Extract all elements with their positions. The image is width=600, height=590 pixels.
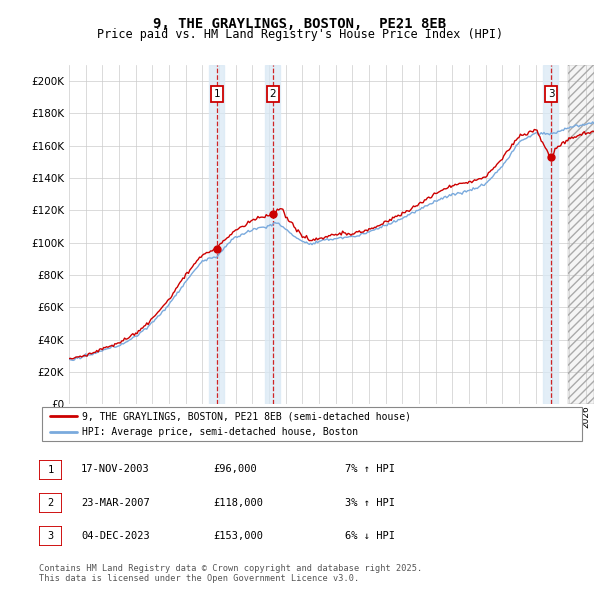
- Text: £96,000: £96,000: [213, 464, 257, 474]
- Text: 3: 3: [548, 88, 554, 99]
- Text: 7% ↑ HPI: 7% ↑ HPI: [345, 464, 395, 474]
- Bar: [568, 65, 594, 404]
- Text: 04-DEC-2023: 04-DEC-2023: [81, 531, 150, 540]
- Text: Price paid vs. HM Land Registry's House Price Index (HPI): Price paid vs. HM Land Registry's House …: [97, 28, 503, 41]
- FancyBboxPatch shape: [39, 460, 62, 480]
- Text: HPI: Average price, semi-detached house, Boston: HPI: Average price, semi-detached house,…: [83, 427, 359, 437]
- Text: 1: 1: [214, 88, 220, 99]
- Text: 9, THE GRAYLINGS, BOSTON, PE21 8EB (semi-detached house): 9, THE GRAYLINGS, BOSTON, PE21 8EB (semi…: [83, 411, 412, 421]
- Text: 23-MAR-2007: 23-MAR-2007: [81, 498, 150, 507]
- Text: 1: 1: [47, 465, 53, 474]
- Text: 6% ↓ HPI: 6% ↓ HPI: [345, 531, 395, 540]
- Text: 3: 3: [47, 532, 53, 541]
- Bar: [568, 65, 594, 404]
- Text: 3% ↑ HPI: 3% ↑ HPI: [345, 498, 395, 507]
- Bar: [265, 65, 280, 404]
- Bar: [544, 65, 559, 404]
- Text: 2: 2: [47, 499, 53, 508]
- FancyBboxPatch shape: [42, 407, 582, 441]
- Text: 2: 2: [269, 88, 276, 99]
- FancyBboxPatch shape: [39, 526, 62, 546]
- Text: £153,000: £153,000: [213, 531, 263, 540]
- Text: £118,000: £118,000: [213, 498, 263, 507]
- Text: Contains HM Land Registry data © Crown copyright and database right 2025.
This d: Contains HM Land Registry data © Crown c…: [39, 563, 422, 583]
- Text: 17-NOV-2003: 17-NOV-2003: [81, 464, 150, 474]
- FancyBboxPatch shape: [39, 493, 62, 513]
- Bar: [209, 65, 224, 404]
- Text: 9, THE GRAYLINGS, BOSTON,  PE21 8EB: 9, THE GRAYLINGS, BOSTON, PE21 8EB: [154, 17, 446, 31]
